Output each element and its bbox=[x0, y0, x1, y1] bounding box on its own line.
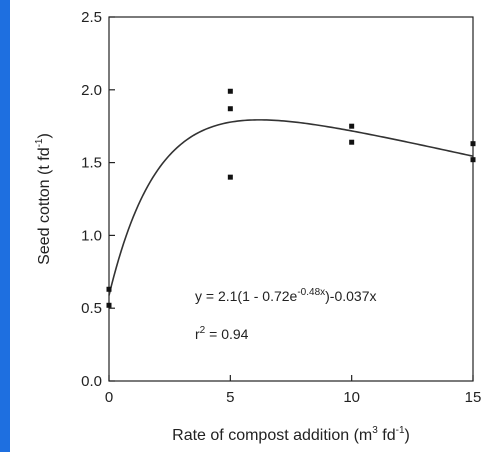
data-point bbox=[349, 139, 355, 145]
y-axis-label-sup: -1 bbox=[34, 138, 45, 147]
data-point bbox=[470, 157, 476, 163]
y-axis-label: Seed cotton (t fd-1) bbox=[34, 133, 53, 265]
fit-curve bbox=[108, 119, 474, 296]
x-axis-label-main: Rate of compost addition (m bbox=[172, 427, 372, 444]
fit-equation-main: y = 2.1(1 - 0.72e bbox=[195, 288, 298, 304]
y-axis-label-main: Seed cotton (t fd bbox=[36, 147, 53, 264]
data-point bbox=[227, 88, 233, 94]
x-axis-label-sup2: -1 bbox=[396, 425, 405, 436]
r-squared-sup: 2 bbox=[200, 325, 206, 336]
x-tick-label: 10 bbox=[343, 389, 360, 406]
r-squared: r2 = 0.94 bbox=[195, 325, 249, 342]
data-point bbox=[106, 286, 112, 292]
fit-equation: y = 2.1(1 - 0.72e-0.48x)-0.037x bbox=[195, 287, 377, 304]
y-axis-label-end: ) bbox=[36, 133, 53, 138]
y-tick-label: 2.5 bbox=[81, 9, 102, 26]
y-tick-label: 0.5 bbox=[81, 300, 102, 317]
data-point bbox=[106, 302, 112, 308]
x-axis-label-mid: fd bbox=[378, 427, 396, 444]
fit-equation-exponent: -0.48x bbox=[297, 287, 325, 298]
data-point bbox=[470, 141, 476, 147]
x-axis-ticks: 0 5 10 15 bbox=[105, 375, 482, 406]
plot-frame bbox=[108, 16, 474, 382]
x-axis-label-sup1: 3 bbox=[372, 425, 378, 436]
data-points bbox=[106, 88, 476, 308]
y-tick-label: 2.0 bbox=[81, 82, 102, 99]
r-squared-end: = 0.94 bbox=[205, 326, 248, 342]
left-edge-bar bbox=[0, 0, 10, 452]
fit-equation-end: )-0.037x bbox=[325, 288, 376, 304]
r-squared-main: r bbox=[195, 326, 200, 342]
y-axis-ticks: 0.0 0.5 1.0 1.5 2.0 2.5 bbox=[81, 9, 115, 390]
x-tick-label: 5 bbox=[226, 389, 234, 406]
x-axis-label: Rate of compost addition (m3 fd-1) bbox=[172, 425, 410, 444]
y-tick-label: 0.0 bbox=[81, 373, 102, 390]
y-tick-label: 1.0 bbox=[81, 227, 102, 244]
y-tick-label: 1.5 bbox=[81, 155, 102, 172]
data-point bbox=[227, 174, 233, 180]
x-axis-label-end: ) bbox=[405, 427, 410, 444]
x-tick-label: 0 bbox=[105, 389, 113, 406]
data-point bbox=[349, 123, 355, 129]
x-tick-label: 15 bbox=[465, 389, 482, 406]
data-point bbox=[227, 106, 233, 112]
